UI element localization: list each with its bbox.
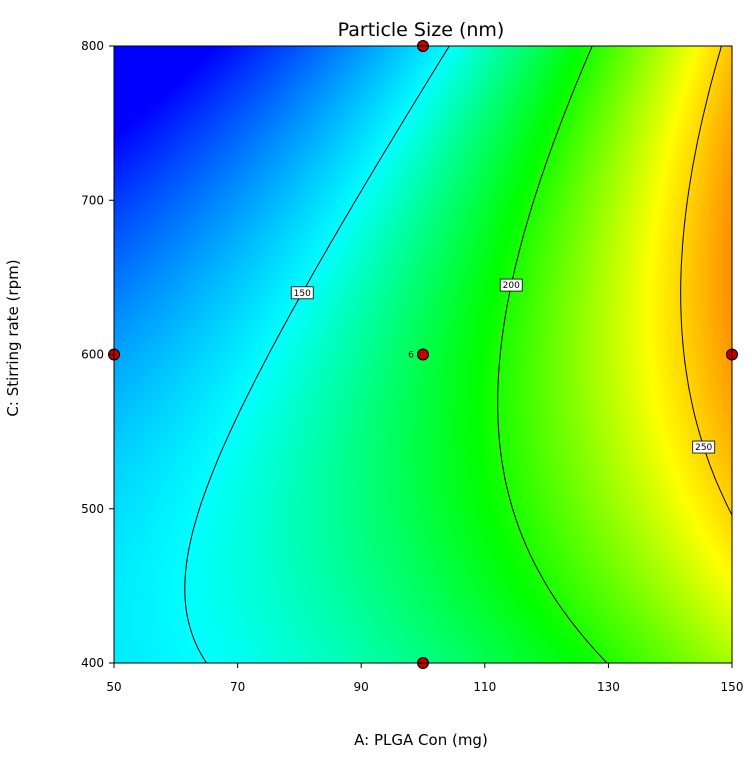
x-tick-label: 50 [106, 680, 121, 694]
y-tick-label: 600 [81, 348, 104, 362]
y-tick-label: 700 [81, 193, 104, 207]
x-axis-ticks: 50 70 90 110 130 150 [106, 663, 743, 694]
design-points: 6 [108, 40, 738, 669]
contour-label: 150 [294, 289, 311, 299]
design-point [417, 348, 429, 361]
contour-label-box [499, 278, 523, 292]
x-tick-label: 130 [597, 680, 620, 694]
contour-label: 250 [695, 443, 712, 453]
contour-label-box [692, 440, 716, 454]
y-axis-label: C: Stirring rate (rpm) [4, 259, 22, 416]
contour-label: 200 [503, 281, 520, 291]
chart-title: Particle Size (nm) [338, 19, 505, 41]
design-point-count-label: 6 [408, 351, 414, 361]
x-tick-label: 90 [354, 680, 369, 694]
x-axis-label: A: PLGA Con (mg) [354, 731, 488, 749]
contour-label-box [290, 286, 314, 300]
contour-line-250 [680, 45, 733, 516]
x-tick-label: 150 [721, 680, 744, 694]
y-tick-label: 800 [81, 39, 104, 53]
contour-line-150 [184, 45, 450, 664]
contour-line-200 [497, 45, 608, 664]
y-axis-ticks: 400 500 600 700 800 [81, 39, 114, 670]
x-tick-label: 110 [473, 680, 496, 694]
y-tick-label: 400 [81, 656, 104, 670]
y-tick-label: 500 [81, 502, 104, 516]
x-tick-label: 70 [230, 680, 245, 694]
contour-lines: 150 200 250 [184, 45, 733, 664]
